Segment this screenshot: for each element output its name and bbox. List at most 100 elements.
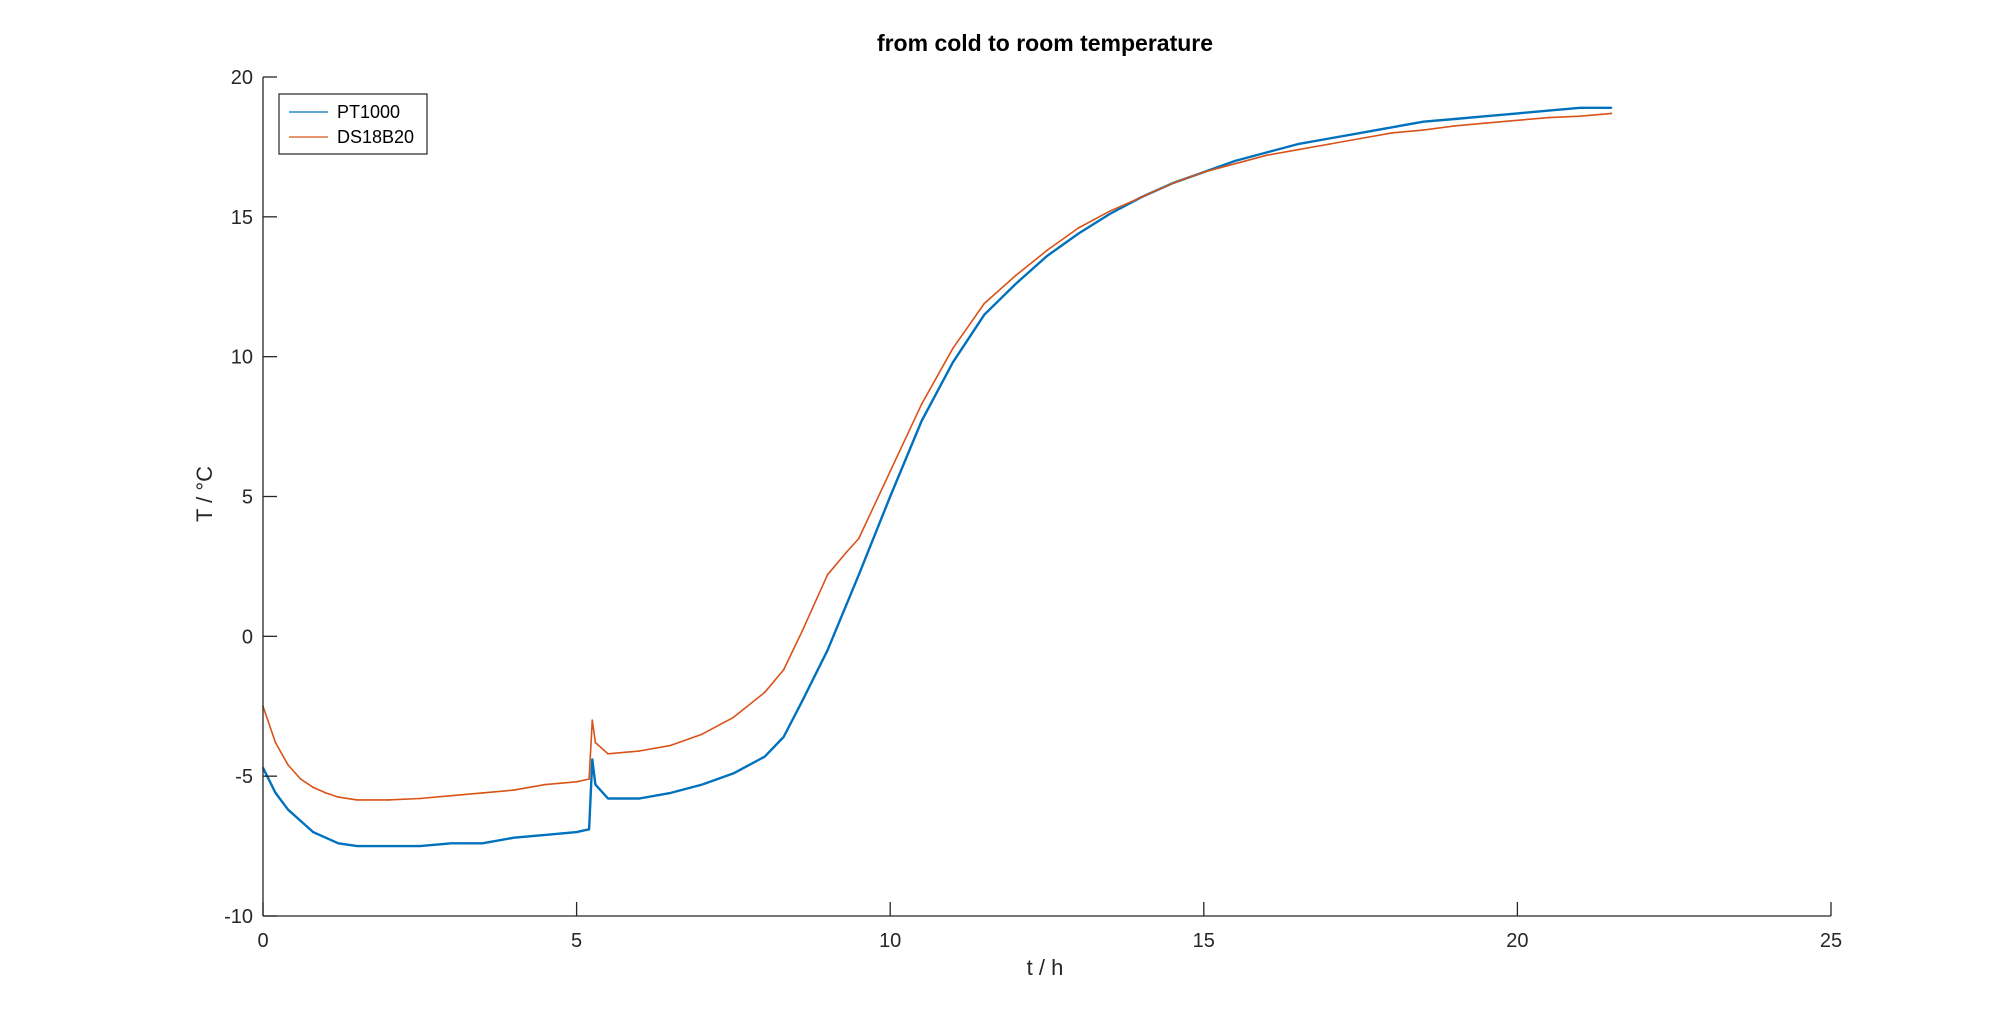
data-point-pt1000	[450, 842, 453, 845]
data-point-ds18b20	[481, 792, 484, 794]
data-point-pt1000	[920, 420, 923, 422]
data-point-ds18b20	[1547, 116, 1550, 119]
data-point-pt1000	[1108, 213, 1111, 215]
data-point-ds18b20	[1046, 249, 1048, 252]
data-point-ds18b20	[337, 796, 340, 799]
data-point-pt1000	[1046, 255, 1048, 257]
data-point-ds18b20	[1014, 274, 1017, 277]
data-point-ds18b20	[387, 799, 390, 801]
data-point-ds18b20	[1579, 115, 1582, 118]
y-tick-label: -5	[235, 766, 253, 788]
data-point-ds18b20	[1108, 210, 1111, 213]
data-point-ds18b20	[588, 778, 591, 780]
x-tick-label: 15	[1193, 930, 1215, 952]
data-point-ds18b20	[952, 347, 954, 350]
data-point-ds18b20	[1610, 112, 1613, 115]
data-point-ds18b20	[450, 794, 453, 797]
data-point-ds18b20	[1202, 171, 1205, 173]
y-tick-label: 10	[231, 347, 253, 369]
data-point-pt1000	[1296, 143, 1299, 146]
data-point-ds18b20	[1265, 154, 1268, 157]
data-point-pt1000	[387, 845, 390, 847]
legend: PT1000 DS18B20	[278, 93, 428, 155]
data-point-pt1000	[607, 797, 609, 800]
x-tick-label: 20	[1506, 930, 1528, 952]
x-tick-label: 25	[1820, 930, 1842, 952]
data-point-pt1000	[1547, 109, 1550, 112]
data-point-pt1000	[1391, 126, 1393, 129]
x-tick-label: 0	[257, 930, 268, 952]
data-point-ds18b20	[732, 716, 735, 719]
data-point-ds18b20	[845, 551, 848, 554]
data-point-ds18b20	[889, 470, 892, 473]
data-point-ds18b20	[669, 744, 672, 747]
data-point-pt1000	[1579, 106, 1582, 109]
series-line-ds18b20	[262, 112, 1612, 801]
y-tick-label: 0	[242, 626, 253, 648]
data-point-pt1000	[356, 845, 358, 847]
axes: 0 5 10 15 20 25 -10 -5 0 5 10 15 20	[224, 67, 1842, 952]
data-point-ds18b20	[324, 792, 327, 794]
data-point-ds18b20	[1328, 143, 1331, 146]
y-axis-label: T / °C	[192, 466, 217, 522]
legend-box	[278, 93, 428, 155]
data-point-pt1000	[575, 831, 578, 833]
data-point-ds18b20	[1077, 227, 1080, 229]
data-point-ds18b20	[857, 537, 860, 540]
data-point-ds18b20	[418, 797, 421, 800]
y-tick-label: 20	[231, 67, 253, 89]
data-point-pt1000	[588, 828, 591, 831]
data-point-ds18b20	[1359, 137, 1362, 140]
data-point-pt1000	[287, 808, 289, 811]
data-point-pt1000	[418, 845, 421, 847]
y-tick-label: 5	[242, 487, 253, 509]
data-point-pt1000	[1359, 132, 1362, 134]
data-point-pt1000	[763, 755, 766, 758]
data-point-pt1000	[1422, 120, 1425, 123]
x-tick-label: 10	[879, 930, 901, 952]
data-point-pt1000	[324, 836, 327, 839]
data-point-pt1000	[1516, 112, 1519, 115]
data-point-ds18b20	[1391, 132, 1393, 134]
data-point-ds18b20	[1422, 129, 1425, 132]
data-point-ds18b20	[1296, 148, 1299, 151]
data-point-pt1000	[801, 699, 804, 702]
legend-label-pt1000: PT1000	[337, 102, 400, 122]
data-point-pt1000	[638, 797, 641, 800]
data-point-pt1000	[594, 783, 597, 786]
data-point-ds18b20	[701, 733, 703, 736]
chart-title: from cold to room temperature	[877, 30, 1213, 56]
data-point-ds18b20	[763, 691, 766, 694]
data-point-ds18b20	[312, 786, 315, 789]
data-point-ds18b20	[287, 764, 289, 766]
data-point-pt1000	[337, 842, 340, 845]
data-point-pt1000	[669, 792, 672, 794]
x-axis-label: t / h	[1027, 955, 1064, 980]
data-point-pt1000	[512, 836, 515, 839]
data-point-ds18b20	[782, 668, 785, 671]
data-point-pt1000	[1485, 115, 1487, 118]
data-point-ds18b20	[826, 573, 829, 576]
data-point-ds18b20	[638, 750, 641, 752]
legend-label-ds18b20: DS18B20	[337, 127, 414, 147]
data-point-ds18b20	[594, 741, 597, 744]
data-point-ds18b20	[356, 799, 358, 801]
data-point-ds18b20	[607, 752, 609, 755]
series-line-pt1000	[261, 106, 1612, 848]
data-point-ds18b20	[801, 629, 804, 632]
data-point-pt1000	[1328, 137, 1331, 140]
data-point-pt1000	[1077, 232, 1080, 235]
data-point-pt1000	[889, 495, 892, 498]
y-tick-label: 15	[231, 207, 253, 229]
data-point-pt1000	[481, 842, 484, 845]
data-point-ds18b20	[1140, 196, 1142, 199]
data-point-ds18b20	[591, 719, 594, 722]
data-point-pt1000	[1453, 118, 1456, 120]
data-point-pt1000	[1265, 151, 1268, 154]
data-point-pt1000	[274, 792, 277, 794]
data-point-pt1000	[299, 820, 302, 822]
data-point-pt1000	[1234, 160, 1237, 162]
data-point-ds18b20	[575, 780, 578, 783]
data-point-pt1000	[732, 772, 735, 775]
